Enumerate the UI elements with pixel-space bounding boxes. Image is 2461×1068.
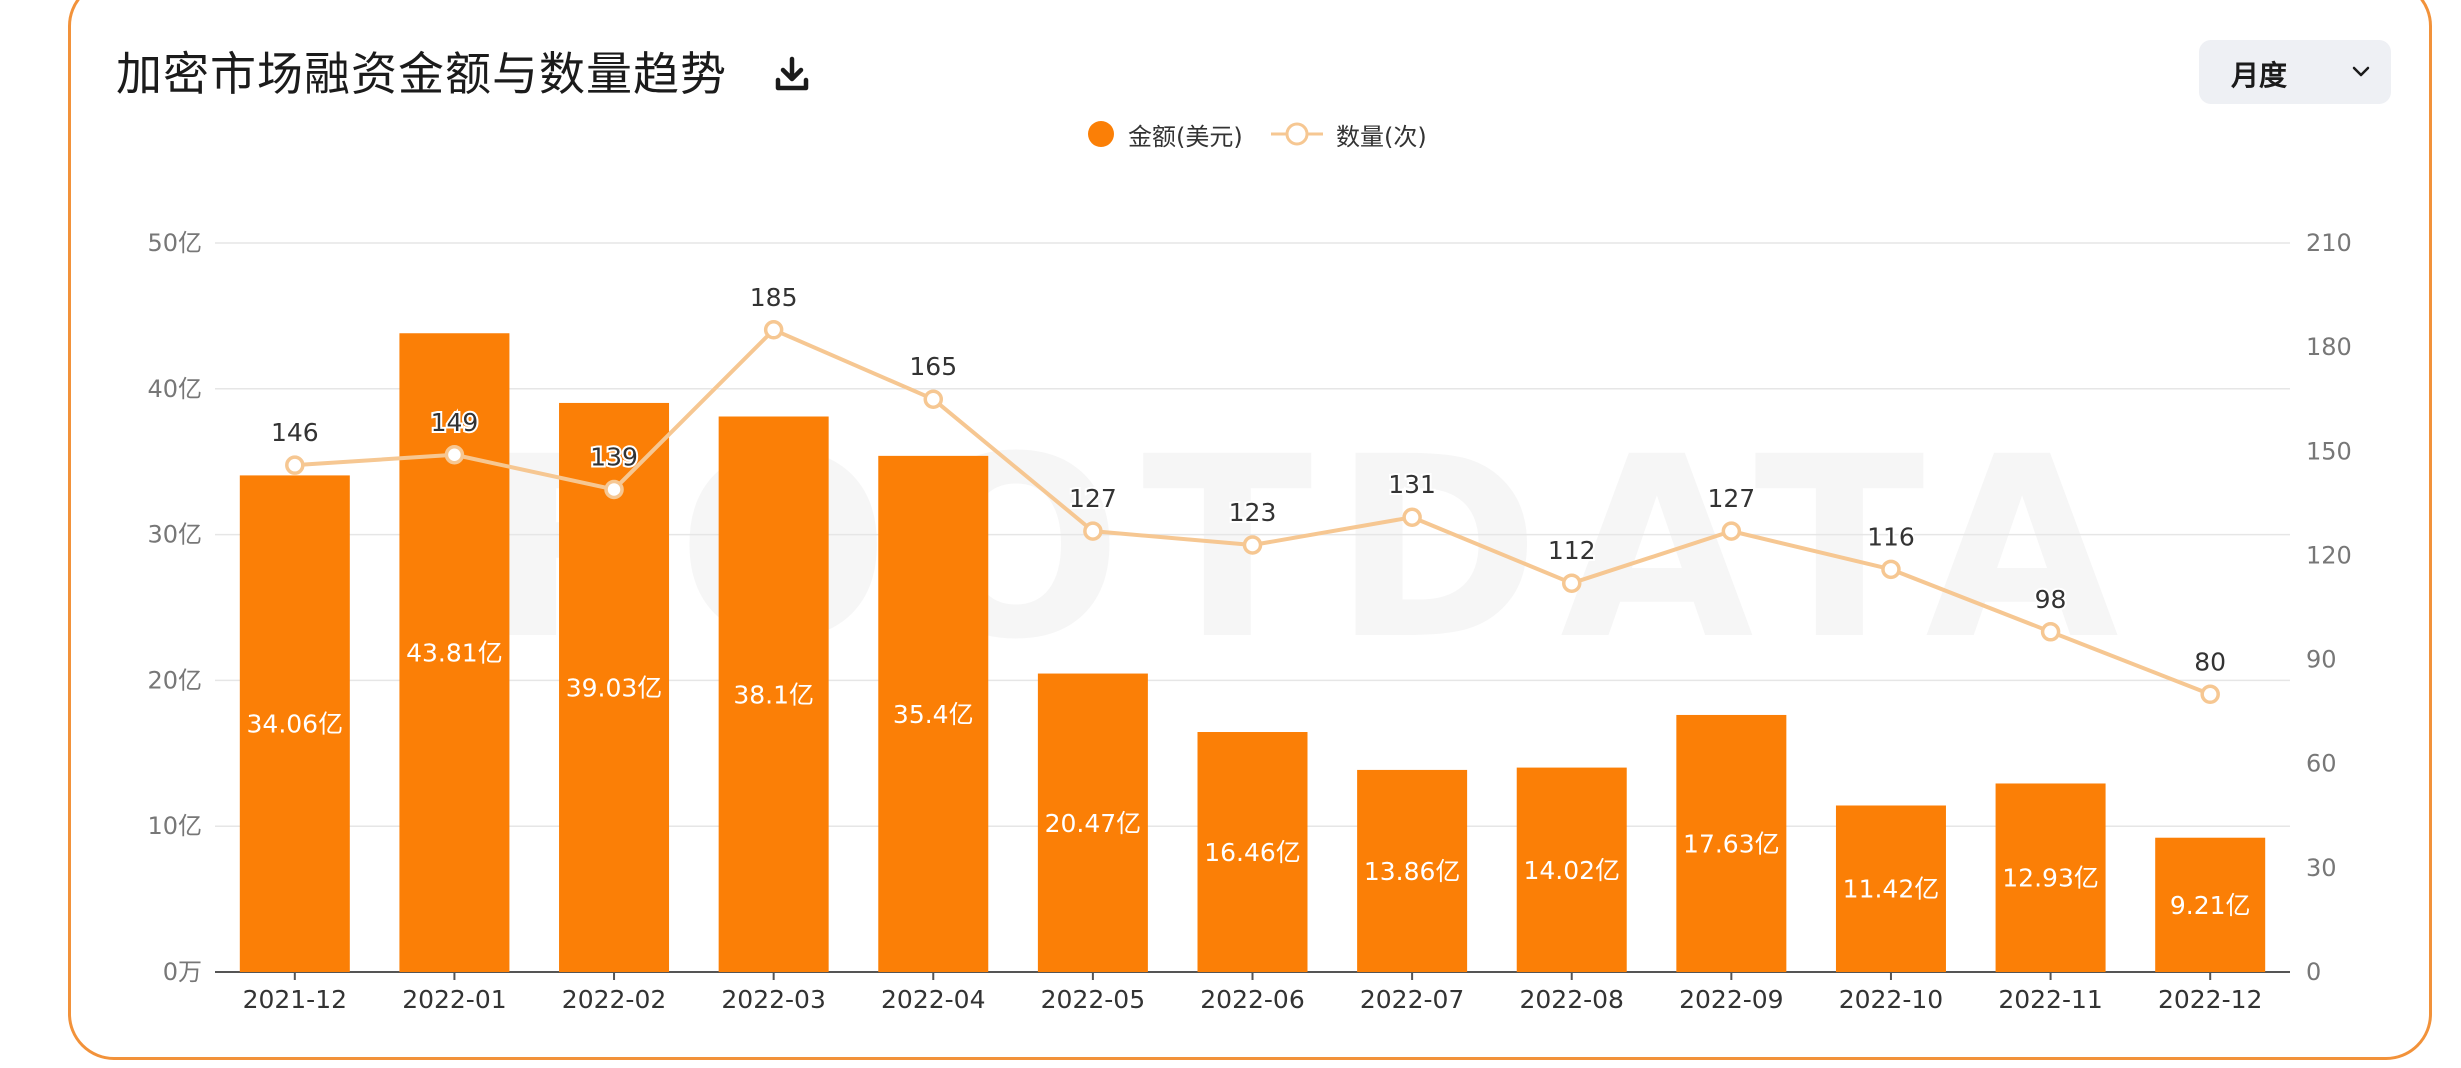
count-point [1242,535,1263,555]
y-right-tick-label: 150 [2306,437,2352,465]
filled-circle-icon [1088,121,1114,147]
bar-value-label: 17.63亿 [1683,829,1780,858]
count-point [604,479,624,500]
bar-value-label: 14.02亿 [1523,856,1620,885]
x-tick-label: 2022-03 [721,985,825,1014]
bar [399,333,510,972]
bar [2155,837,2266,972]
count-value-label: 165 [909,352,957,381]
x-tick-label: 2022-02 [562,985,666,1014]
y-right-tick-label: 90 [2306,646,2337,674]
y-left-tick-label: 50亿 [147,229,202,257]
period-select[interactable]: 月度 [2199,40,2391,104]
bar-value-label: 12.93亿 [2002,864,2099,893]
period-select-value: 月度 [2231,59,2288,92]
bar-value-label: 11.42亿 [1843,875,1940,904]
count-value-label: 139 [590,442,638,471]
y-right-tick-label: 0 [2306,958,2321,986]
x-tick-label: 2022-05 [1041,985,1145,1014]
count-value-label: 98 [2035,585,2067,614]
bar-value-label: 20.47亿 [1045,809,1142,838]
count-point [444,445,465,465]
bar-value-label: 35.4亿 [893,700,974,729]
bar-value-label: 34.06亿 [247,710,344,739]
x-tick-label: 2022-11 [1998,985,2102,1014]
bar [1995,783,2106,972]
count-point [2200,684,2220,705]
count-value-label: 146 [271,418,319,447]
bar-value-label: 39.03亿 [566,673,663,702]
bar-value-label: 16.46亿 [1204,838,1301,867]
x-tick-label: 2022-08 [1519,985,1623,1014]
bar [239,475,350,972]
y-right-tick-label: 180 [2306,333,2352,361]
y-left-tick-label: 30亿 [147,521,202,549]
count-value-label: 127 [1069,484,1117,513]
y-right-tick-label: 120 [2306,541,2352,569]
x-tick-label: 2022-12 [2158,985,2262,1014]
y-left-tick-label: 10亿 [147,812,202,840]
chart-legend: 金额(美元) 数量(次) [0,112,2461,162]
count-value-label: 112 [1548,536,1596,565]
bar-value-label: 43.81亿 [406,639,503,668]
count-value-label: 127 [1707,484,1755,513]
bar-value-label: 9.21亿 [2170,891,2251,920]
count-point [1402,507,1422,527]
count-value-label: 185 [750,283,798,312]
bar [878,455,989,972]
x-tick-label: 2022-04 [881,985,985,1014]
bar-value-label: 13.86亿 [1364,857,1461,886]
y-left-tick-label: 40亿 [147,375,202,403]
download-icon[interactable] [772,54,812,94]
bar [1835,805,1946,972]
legend-item-count[interactable]: 数量(次) [1270,112,1427,156]
hollow-circle-line-icon [1271,122,1323,146]
count-point [1561,573,1582,593]
x-tick-label: 2022-09 [1679,985,1783,1014]
y-right-tick-label: 210 [2306,229,2352,257]
count-value-label: 149 [431,408,479,437]
x-tick-label: 2022-01 [402,985,506,1014]
count-value-label: 131 [1388,470,1436,499]
count-point [763,320,784,340]
count-value-label: 80 [2194,647,2226,676]
bar [1676,714,1787,972]
bar [1357,769,1468,972]
bar [1197,732,1308,972]
x-tick-label: 2022-06 [1200,985,1304,1014]
x-tick-label: 2022-07 [1360,985,1464,1014]
count-value-label: 116 [1867,522,1915,551]
count-point [285,455,305,475]
count-value-label: 123 [1229,498,1277,527]
chart-title: 加密市场融资金额与数量趋势 [116,47,727,101]
count-point [1881,559,1901,580]
y-left-tick-label: 20亿 [147,666,202,694]
count-point [2040,622,2061,642]
bar [1516,767,1627,972]
y-right-tick-label: 30 [2306,854,2337,882]
chevron-down-icon [2352,66,2370,77]
x-tick-label: 2022-10 [1839,985,1943,1014]
legend-label-amount: 金额(美元) [1128,122,1243,151]
count-point [1721,521,1742,541]
count-point [923,389,944,409]
bar [718,416,829,972]
bar-value-label: 38.1亿 [733,680,814,709]
x-tick-label: 2021-12 [243,985,347,1014]
y-left-tick-label: 0万 [163,958,202,986]
legend-label-count: 数量(次) [1336,122,1427,151]
count-point [1083,521,1103,541]
legend-item-amount[interactable]: 金额(美元) [1086,112,1243,156]
bar [1037,673,1148,972]
y-right-tick-label: 60 [2306,750,2337,778]
